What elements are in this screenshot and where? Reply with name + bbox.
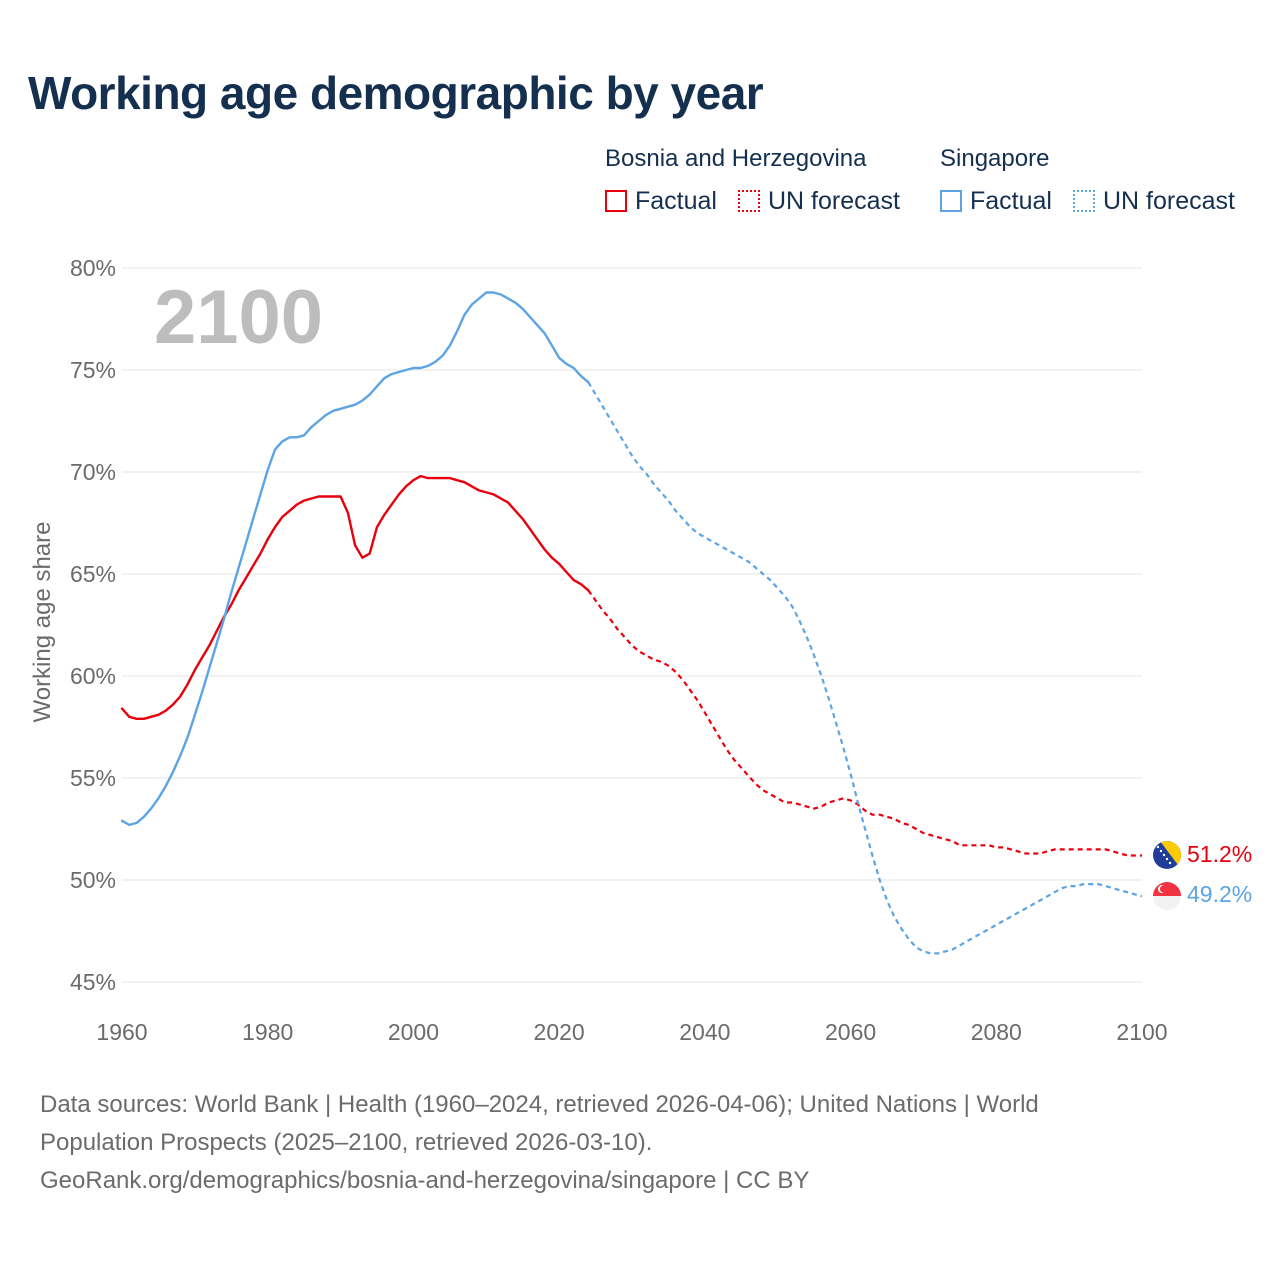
x-tick-label: 2000 [388,1019,439,1045]
x-tick-label: 2100 [1116,1019,1167,1045]
end-value-label-singapore: 49.2% [1187,881,1252,907]
footer-line: Data sources: World Bank | Health (1960–… [40,1091,1039,1118]
x-tick-label: 2060 [825,1019,876,1045]
legend-swatch-dotted-icon [1073,190,1095,212]
x-tick-label: 2040 [679,1019,730,1045]
singapore-flag-icon [1153,882,1181,910]
y-tick-label: 55% [70,765,116,791]
series-line-singapore-factual [120,291,590,827]
legend-swatch-dotted-icon [738,190,760,212]
line-chart: 45% 50% 55% 60% 65% 70% 75% 80% 1960 1980 2000 2020… [29,255,1252,1045]
legend-bosnia-forecast-label: UN forecast [768,186,900,215]
series-line-singapore-forecast [587,381,1143,955]
x-tick-label: 2080 [971,1019,1022,1045]
y-tick-label: 70% [70,459,116,485]
year-badge: 2100 [154,275,323,360]
series-line-bosnia-factual [120,474,590,720]
legend-bosnia-forecast[interactable]: UN forecast [738,186,900,216]
legend-singapore-factual-label: Factual [970,186,1052,215]
legend-group-bosnia-title: Bosnia and Herzegovina [605,145,867,172]
footer-sources: Data sources: World Bank | Health (1960–… [40,1086,1220,1200]
legend-swatch-solid-icon [940,190,962,212]
legend-swatch-solid-icon [605,190,627,212]
y-axis-label: Working age share [29,522,56,723]
bosnia-and-herzegovina-flag-icon [1153,841,1181,869]
y-tick-label: 50% [70,867,116,893]
legend-singapore-factual[interactable]: Factual [940,186,1052,216]
y-tick-label: 75% [70,357,116,383]
end-value-label-bosnia: 51.2% [1187,841,1252,867]
x-tick-label: 1960 [96,1019,147,1045]
y-tick-label: 65% [70,561,116,587]
footer-line: Population Prospects (2025–2100, retriev… [40,1129,653,1156]
legend-group-singapore-title: Singapore [940,145,1050,172]
x-tick-label: 2020 [534,1019,585,1045]
legend-singapore-forecast-label: UN forecast [1103,186,1235,215]
legend-bosnia-factual-label: Factual [635,186,717,215]
series-line-bosnia-forecast [587,589,1142,857]
chart-title: Working age demographic by year [28,67,764,119]
legend-bosnia-factual[interactable]: Factual [605,186,717,216]
x-tick-label: 1980 [242,1019,293,1045]
axes: 45% 50% 55% 60% 65% 70% 75% 80% 1960 1980 2000 2020… [70,255,1168,1045]
footer-source-link[interactable]: GeoRank.org/demographics/bosnia-and-herz… [40,1167,810,1194]
y-tick-label: 60% [70,663,116,689]
gridlines [122,267,1142,983]
y-tick-label: 45% [70,969,116,995]
y-tick-label: 80% [70,255,116,281]
series [120,291,1143,955]
legend-singapore-forecast[interactable]: UN forecast [1073,186,1235,216]
